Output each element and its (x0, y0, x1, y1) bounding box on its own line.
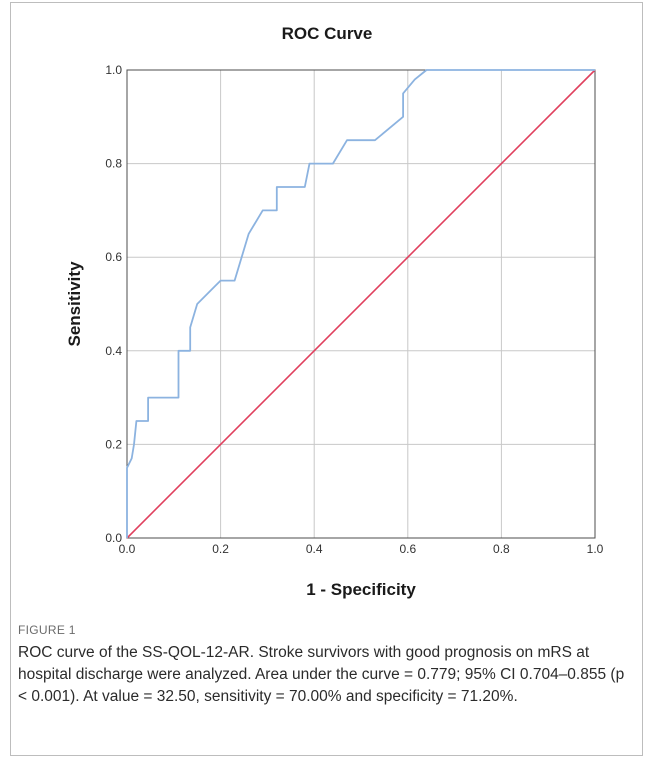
figure-caption: ROC curve of the SS-QOL-12-AR. Stroke su… (18, 644, 625, 705)
roc-curve-line (126, 69, 595, 538)
y-tick-label: 0.4 (105, 344, 122, 358)
x-tick-label: 0.0 (119, 542, 136, 556)
plot-area-frame (126, 69, 596, 539)
x-tick-label: 1.0 (587, 542, 604, 556)
y-tick-label: 0.6 (105, 250, 122, 264)
x-tick-label: 0.4 (306, 542, 323, 556)
x-tick-label: 0.8 (493, 542, 510, 556)
tick-labels: 0.0 0.2 0.4 0.6 0.8 1.0 0.0 0.2 0.4 0.6 0.8 1.0 (105, 63, 603, 556)
y-tick-label: 0.8 (105, 157, 122, 171)
y-tick-label: 0.2 (105, 437, 122, 451)
x-tick-label: 0.2 (212, 542, 229, 556)
series-layer (126, 69, 596, 539)
x-tick-label: 0.6 (399, 542, 416, 556)
y-tick-label: 0.0 (105, 531, 122, 545)
figure-label: FIGURE 1 (18, 623, 76, 637)
reference-diagonal-line (126, 69, 596, 539)
x-axis-label: 1 - Specificity (306, 580, 416, 599)
y-tick-label: 1.0 (105, 63, 122, 77)
y-axis-label: Sensitivity (65, 261, 84, 347)
chart-title: ROC Curve (282, 24, 373, 43)
